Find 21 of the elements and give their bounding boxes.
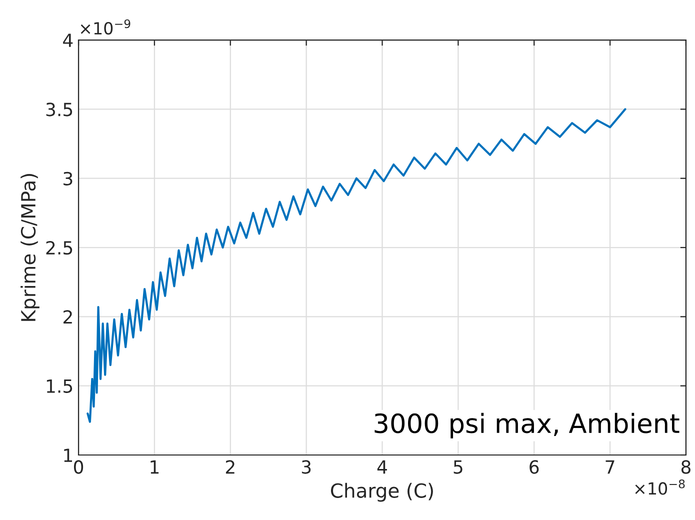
annotation: 3000 psi max, Ambient xyxy=(374,412,680,438)
x-tick-label: 2 xyxy=(226,460,234,474)
x-axis-title: Charge (C) xyxy=(330,482,433,502)
x-tick-label: 5 xyxy=(454,460,462,474)
text: ×10$^{−8}$ xyxy=(635,479,685,495)
y-tick-label: 1 xyxy=(64,448,72,462)
text: ×10$^{−9}$ xyxy=(80,19,130,35)
x-tick-label: 6 xyxy=(530,460,539,474)
y-tick-label: 2 xyxy=(64,310,72,324)
y-tick-label: 3 xyxy=(64,172,72,186)
x-tick-label: 8 xyxy=(681,460,690,474)
y-tick-label: 3.5 xyxy=(46,102,72,116)
y-axis-title: Kprime (C/MPa) xyxy=(20,174,40,321)
y-tick-label: 1.5 xyxy=(46,380,72,393)
x-tick-label: 1 xyxy=(150,460,159,474)
x-tick-label: 7 xyxy=(606,460,614,474)
x-tick-label: 0 xyxy=(74,460,84,474)
y-tick-label: 4 xyxy=(63,34,73,47)
x-tick-label: 4 xyxy=(377,460,387,474)
x-tick-label: 3 xyxy=(302,460,311,474)
y-tick-label: 2.5 xyxy=(46,240,72,255)
